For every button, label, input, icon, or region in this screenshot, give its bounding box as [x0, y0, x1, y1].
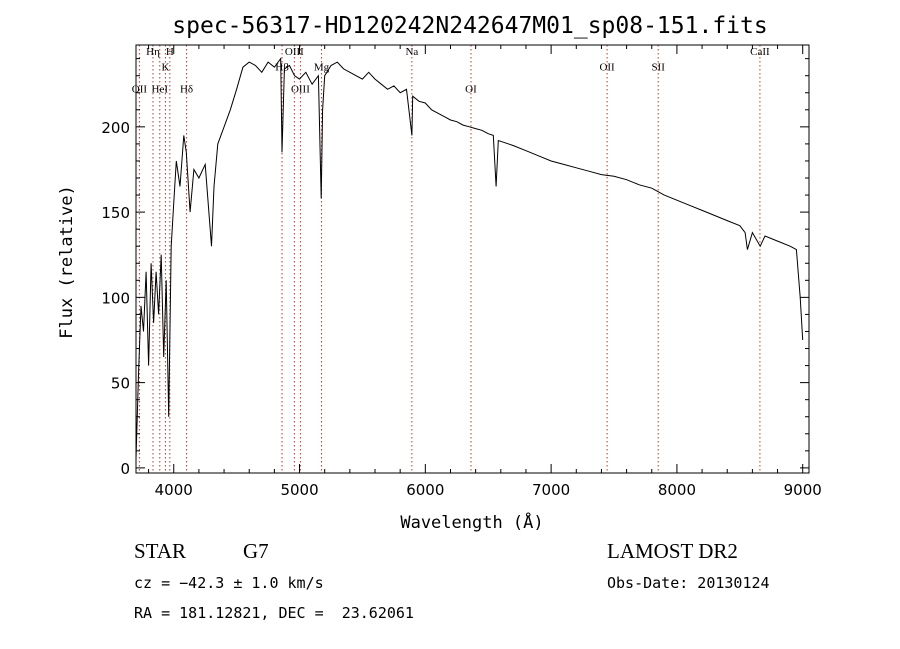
x-tick-label-8000: 8000: [658, 481, 696, 499]
marker-label-sii-7851: SII: [651, 62, 665, 74]
marker-label-oiii-5007: OIII: [291, 84, 310, 96]
survey-name: LAMOST DR2: [607, 539, 738, 563]
spectral-subclass: G7: [243, 539, 269, 563]
plot-frame: [135, 44, 810, 474]
marker-label-mg-5175: Mg: [314, 62, 330, 74]
marker-label-k-3934: K: [161, 62, 169, 74]
marker-label-na-5893: Na: [405, 46, 418, 58]
redshift-velocity: cz = −42.3 ± 1.0 km/s: [134, 574, 324, 592]
marker-label-oii-3727: OII: [132, 84, 148, 96]
x-axis: 4000 5000 6000 7000 8000 9000: [148, 45, 822, 499]
chart-title: spec-56317-HD120242N242647M01_sp08-151.f…: [172, 13, 767, 39]
object-type: STAR: [134, 539, 186, 563]
y-tick-label-0: 0: [120, 460, 130, 478]
y-axis: 0 50 100 150 200: [101, 58, 809, 478]
emission-line-markers: [138, 45, 761, 473]
marker-label-oi-6363: OI: [465, 84, 477, 96]
marker-label-oiii-4959: OIII: [285, 46, 304, 58]
y-tick-label-50: 50: [111, 375, 130, 393]
coordinates: RA = 181.12821, DEC = 23.62061: [134, 604, 414, 622]
x-tick-label-5000: 5000: [280, 481, 318, 499]
marker-label-oii-7445: OII: [599, 62, 615, 74]
y-tick-label-100: 100: [101, 289, 130, 307]
x-tick-label-6000: 6000: [406, 481, 444, 499]
x-tick-label-9000: 9000: [784, 481, 822, 499]
y-tick-label-200: 200: [101, 119, 130, 137]
x-axis-label: Wavelength (Å): [400, 511, 543, 533]
marker-label-h-3969: H: [166, 46, 174, 58]
y-axis-label: Flux (relative): [57, 185, 77, 339]
marker-label-caii-8660: CaII: [750, 46, 770, 58]
x-tick-label-4000: 4000: [155, 481, 193, 499]
x-tick-label-7000: 7000: [532, 481, 570, 499]
spectrum-series: [135, 57, 804, 460]
observation-date: Obs-Date: 20130124: [607, 574, 770, 592]
marker-label-h-3835: Hη: [146, 46, 160, 58]
spectrum-line-0: [135, 57, 804, 460]
marker-label-hei-3889: HeI: [152, 84, 169, 96]
marker-label-h-4861: Hβ: [275, 62, 289, 74]
marker-label-h-4102: Hδ: [180, 84, 193, 96]
y-tick-label-150: 150: [101, 204, 130, 222]
